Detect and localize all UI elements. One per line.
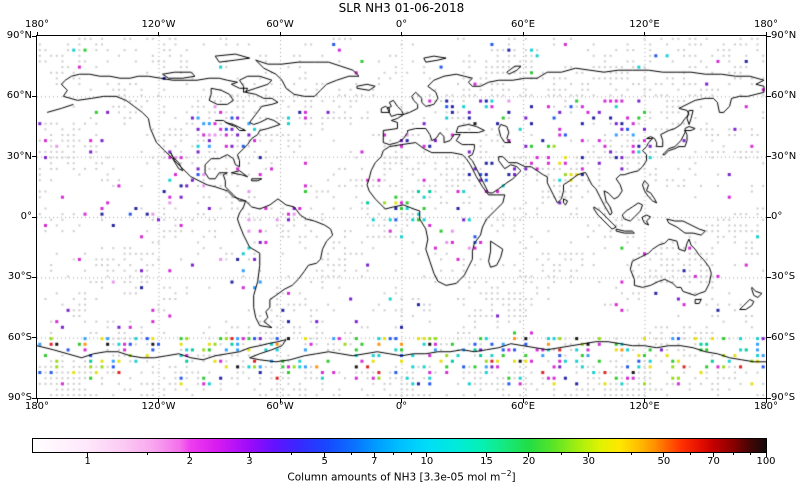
- lon-tick-label-top-2: 60°W: [266, 19, 294, 30]
- colorbar-tick-7: [373, 453, 375, 457]
- colorbar-tick-50: [663, 453, 665, 457]
- lat-tick-left-0: [32, 35, 36, 37]
- lon-tick-top-3: [401, 32, 402, 36]
- lat-tick-left-3: [32, 216, 36, 218]
- lon-tick-label-bottom-2: 60°W: [266, 401, 294, 412]
- map-axes: [36, 35, 767, 399]
- lat-tick-label-right-0: 90°N: [771, 30, 797, 41]
- lat-tick-left-6: [32, 397, 36, 399]
- colorbar-minor-tick-1: [291, 453, 293, 455]
- colorbar-label-post: ]: [511, 471, 516, 484]
- colorbar-tick-15: [486, 453, 488, 457]
- lon-tick-top-4: [522, 32, 524, 36]
- lat-tick-right-1: [767, 95, 771, 97]
- colorbar-minor-tick-5: [561, 453, 563, 455]
- lat-tick-label-left-4: 30°S: [7, 271, 32, 283]
- colorbar-tick-10: [426, 453, 428, 457]
- lat-tick-left-1: [32, 95, 36, 97]
- lat-tick-label-left-6: 90°S: [7, 392, 32, 403]
- colorbar-tick-label-30: 30: [582, 456, 596, 467]
- lon-tick-top-1: [158, 32, 159, 36]
- colorbar-tick-label-3: 3: [246, 456, 253, 467]
- lat-tick-left-4: [32, 276, 36, 278]
- lat-tick-label-right-2: 30°N: [771, 150, 797, 162]
- lon-tick-label-top-6: 180°: [753, 19, 779, 30]
- colorbar-tick-100: [765, 453, 767, 457]
- lon-tick-label-top-1: 120°W: [141, 19, 176, 30]
- lon-tick-bottom-2: [279, 399, 281, 403]
- colorbar-tick-20: [528, 453, 530, 457]
- colorbar-tick-label-20: 20: [522, 456, 536, 467]
- lat-tick-label-left-0: 90°N: [6, 30, 32, 41]
- colorbar-minor-tick-2: [351, 453, 353, 455]
- colorbar-minor-tick-3: [393, 453, 395, 455]
- colorbar-tick-label-70: 70: [707, 456, 720, 467]
- colorbar-minor-tick-0: [146, 453, 148, 455]
- lon-tick-top-0: [36, 32, 38, 36]
- lon-tick-label-bottom-1: 120°W: [141, 401, 176, 412]
- lat-tick-label-right-4: 30°S: [771, 271, 796, 283]
- lat-tick-left-5: [32, 337, 36, 339]
- lon-tick-top-2: [279, 32, 281, 36]
- colorbar-tick-label-100: 100: [756, 456, 776, 467]
- colorbar-tick-30: [588, 453, 590, 457]
- colorbar-minor-tick-7: [690, 453, 692, 455]
- lon-tick-bottom-4: [522, 399, 524, 403]
- colorbar-tick-label-15: 15: [480, 456, 493, 467]
- lat-tick-label-right-5: 60°S: [771, 331, 796, 343]
- lat-tick-label-left-2: 30°N: [6, 150, 32, 162]
- colorbar-label: Column amounts of NH3 [3.3e-05 mol m−2]: [37, 469, 766, 484]
- lon-tick-label-bottom-4: 60°E: [510, 401, 536, 412]
- map-canvas: [37, 36, 766, 398]
- lat-tick-right-3: [767, 216, 771, 218]
- lon-tick-bottom-3: [401, 399, 402, 403]
- lon-tick-top-6: [765, 32, 767, 36]
- lat-tick-label-right-1: 60°N: [771, 90, 797, 102]
- lat-tick-right-2: [767, 156, 771, 158]
- lat-tick-label-left-1: 60°N: [6, 90, 32, 102]
- lat-tick-right-0: [767, 35, 771, 37]
- colorbar-tick-70: [712, 453, 714, 457]
- lon-tick-top-5: [644, 32, 645, 36]
- colorbar-tick-2: [189, 453, 191, 457]
- lon-tick-label-bottom-3: 0°: [395, 401, 408, 412]
- lat-tick-left-2: [32, 156, 36, 158]
- lat-tick-right-5: [767, 337, 771, 339]
- plot-title: SLR NH3 01-06-2018: [338, 1, 465, 15]
- lat-tick-label-right-6: 90°S: [771, 392, 796, 403]
- colorbar-label-pre: Column amounts of NH3 [3.3e-05 mol m: [287, 471, 501, 484]
- colorbar-minor-tick-9: [749, 453, 751, 455]
- lon-tick-label-top-5: 120°E: [629, 19, 660, 30]
- lon-tick-bottom-1: [158, 399, 159, 403]
- colorbar-tick-label-5: 5: [321, 456, 328, 467]
- colorbar-tick-label-10: 10: [420, 456, 434, 467]
- lon-tick-label-top-0: 180°: [24, 19, 50, 30]
- lat-tick-label-left-5: 60°S: [7, 331, 32, 343]
- lon-tick-label-bottom-6: 180°: [753, 401, 779, 412]
- colorbar-minor-tick-8: [732, 453, 734, 455]
- lat-tick-label-right-3: 0°: [771, 211, 783, 222]
- colorbar-tick-label-50: 50: [657, 456, 671, 467]
- colorbar-minor-tick-6: [630, 453, 632, 455]
- lat-tick-right-6: [767, 397, 771, 399]
- lat-tick-label-left-3: 0°: [20, 211, 32, 222]
- lat-tick-right-4: [767, 276, 771, 278]
- lon-tick-bottom-0: [36, 399, 38, 403]
- lon-tick-label-top-4: 60°E: [510, 19, 536, 30]
- colorbar-minor-tick-4: [410, 453, 412, 455]
- lon-tick-bottom-6: [765, 399, 767, 403]
- lon-tick-label-top-3: 0°: [395, 19, 408, 30]
- colorbar-tick-1: [87, 453, 89, 457]
- colorbar-tick-5: [324, 453, 326, 457]
- colorbar-tick-3: [248, 453, 250, 457]
- colorbar-tick-label-7: 7: [371, 456, 378, 467]
- lon-tick-bottom-5: [644, 399, 645, 403]
- lon-tick-label-bottom-0: 180°: [24, 401, 50, 412]
- colorbar-tick-label-1: 1: [84, 456, 91, 467]
- colorbar-tick-label-2: 2: [186, 456, 193, 467]
- lon-tick-label-bottom-5: 120°E: [629, 401, 660, 412]
- colorbar-label-exponent: −2: [500, 469, 512, 478]
- colorbar: [32, 438, 767, 453]
